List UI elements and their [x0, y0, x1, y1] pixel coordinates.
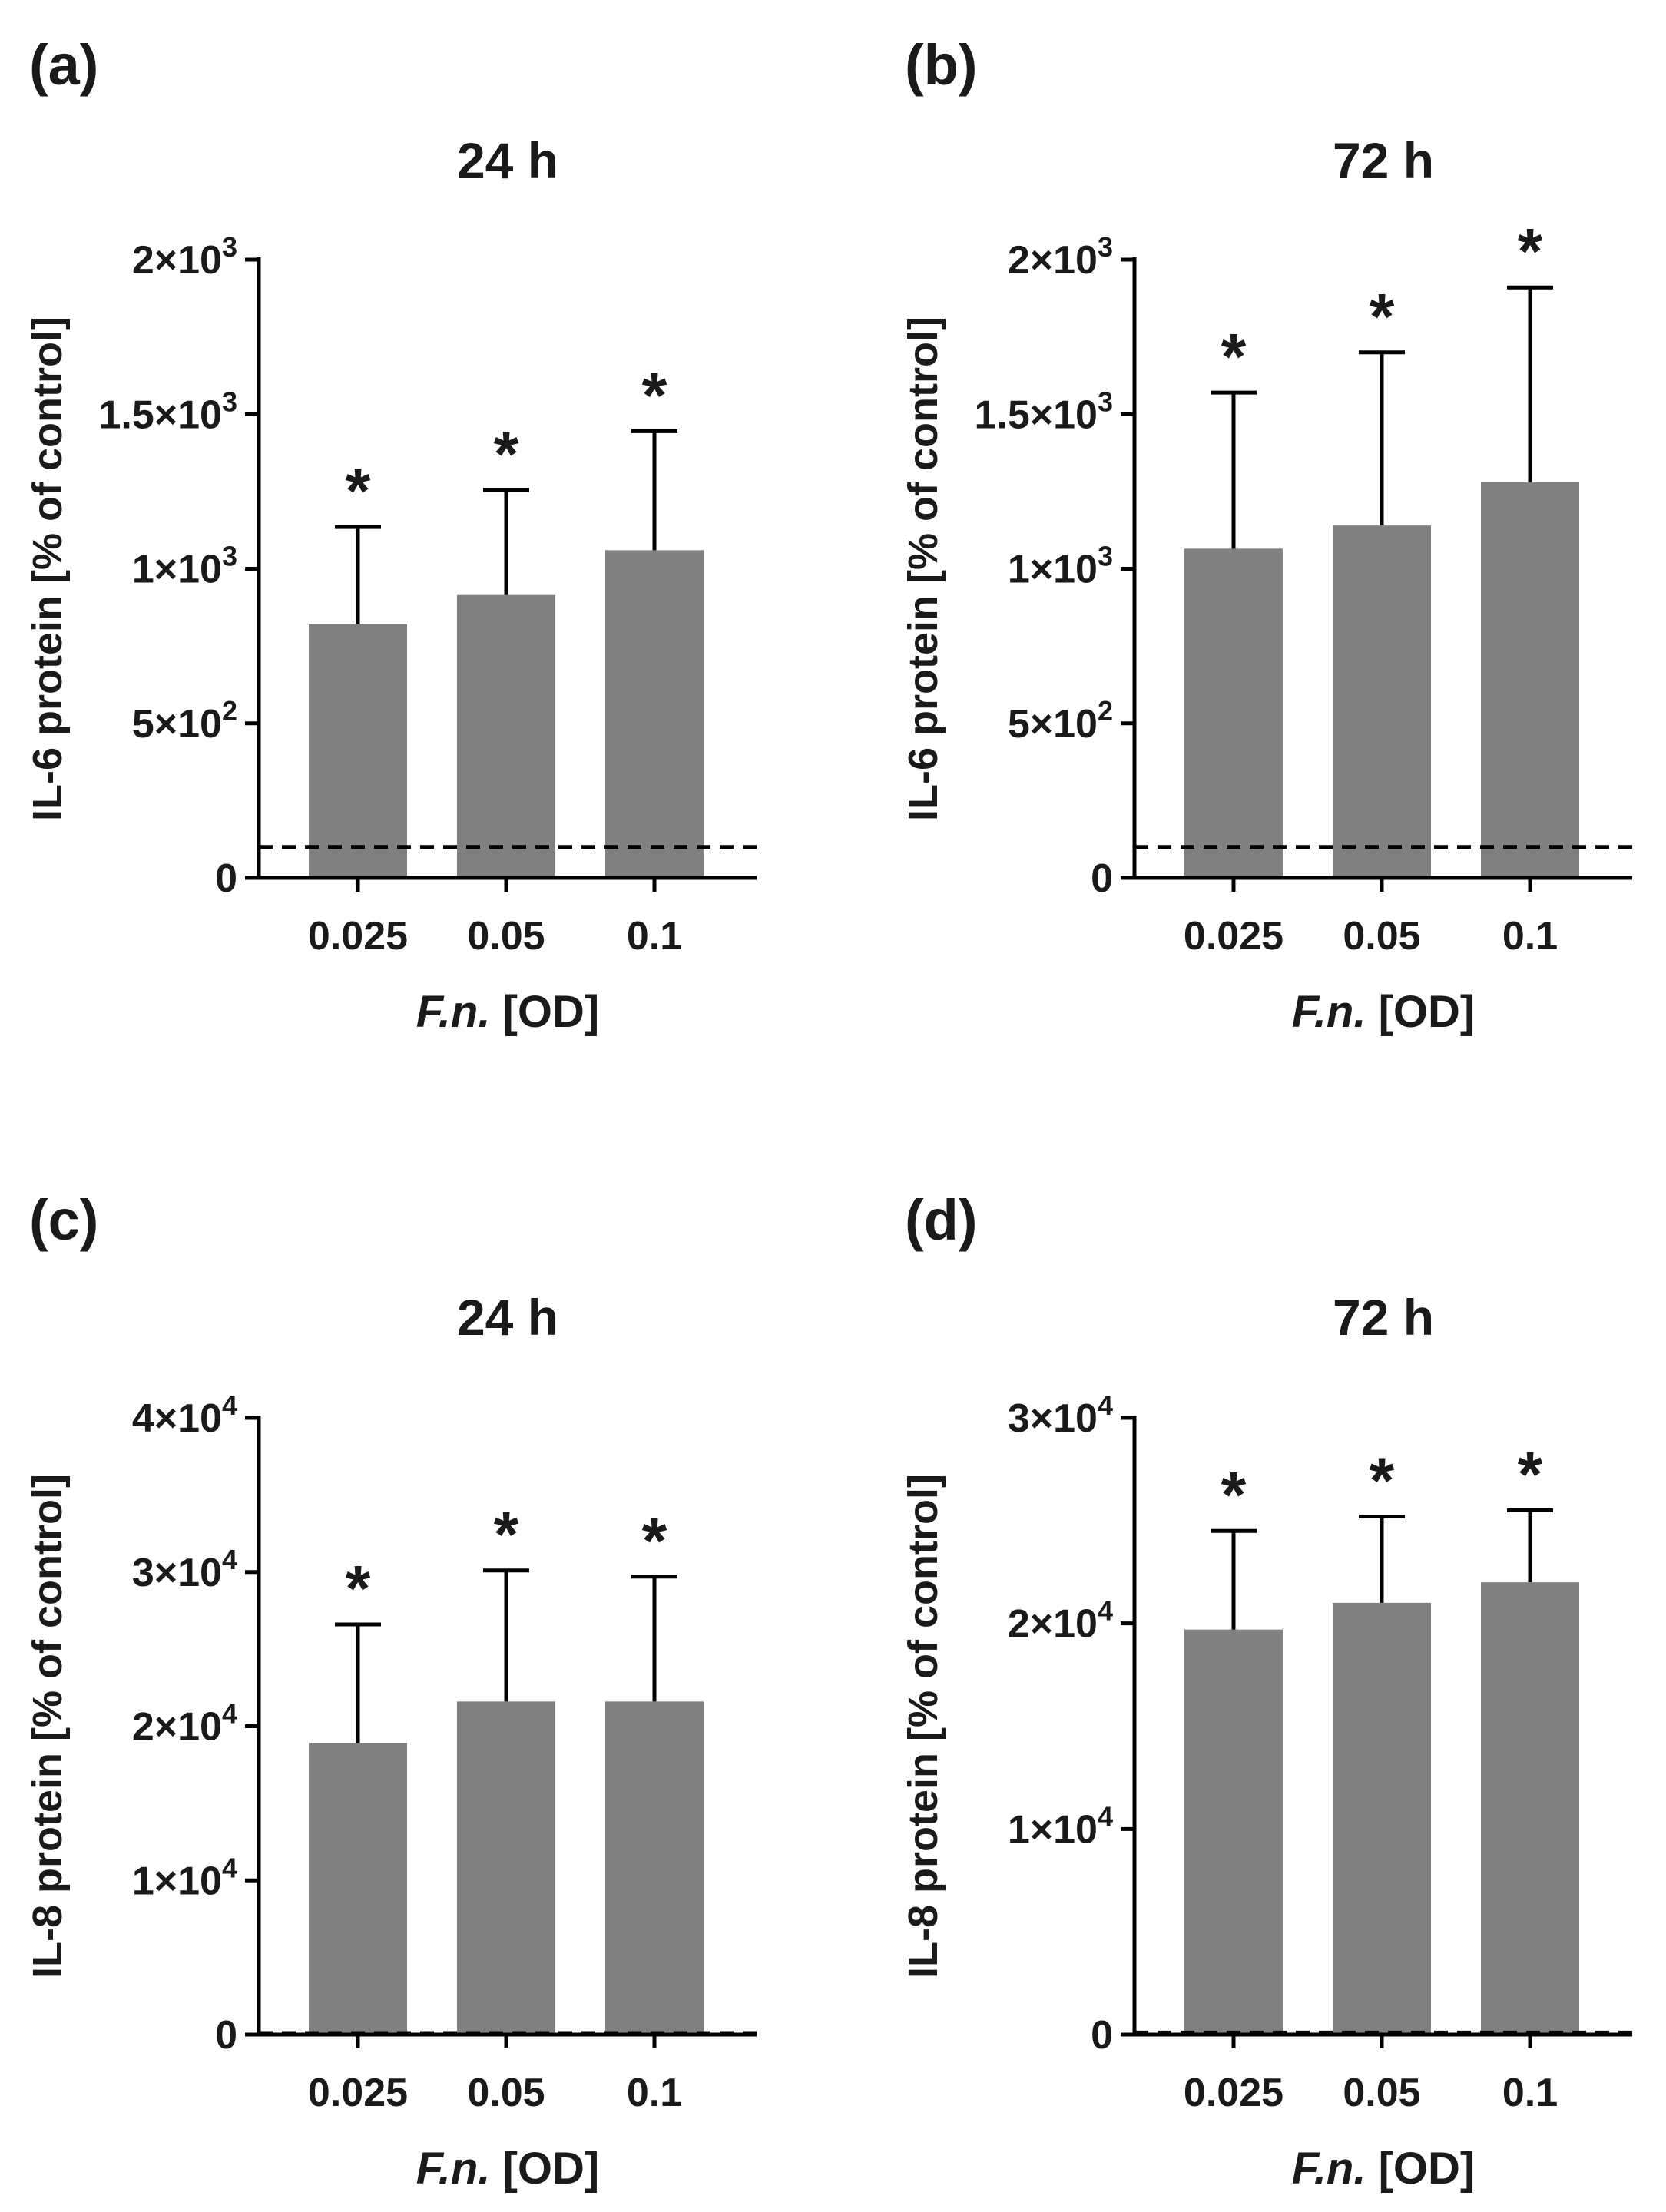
y-tick-label: 1×104 — [1008, 1800, 1113, 1852]
y-tick-label: 2×103 — [1008, 231, 1113, 283]
chart-title: 72 h — [1333, 132, 1434, 189]
y-tick-label: 0 — [1091, 856, 1113, 901]
significance-star: * — [346, 1552, 371, 1624]
bar-0.025 — [1184, 548, 1283, 878]
panel-letter: (a) — [29, 33, 98, 97]
bar-0.05 — [1333, 1602, 1431, 2035]
y-tick-label: 3×104 — [1008, 1389, 1113, 1441]
y-tick-label: 0 — [1091, 2013, 1113, 2058]
significance-star: * — [494, 418, 519, 490]
x-axis-label: F.n. [OD] — [416, 987, 599, 1037]
chart-panel-4: (d) 72 h * * * 0 1×104 2×104 3×104 0.025 0.05 0.1 F.… — [900, 1188, 1632, 2194]
significance-star: * — [642, 1505, 667, 1577]
y-tick-label: 5×102 — [132, 695, 237, 747]
x-tick-label: 0.1 — [627, 914, 682, 959]
significance-star: * — [1518, 1438, 1543, 1510]
bar-0.05 — [457, 1701, 555, 2035]
panel-letter: (d) — [905, 1188, 978, 1252]
bar-0.025 — [1184, 1629, 1283, 2035]
chart-title: 24 h — [457, 132, 558, 189]
y-axis-label: IL-6 protein [% of control] — [25, 316, 71, 821]
panel-letter: (b) — [905, 33, 978, 97]
x-axis-label: F.n. [OD] — [416, 2144, 599, 2194]
y-tick-label: 2×104 — [132, 1698, 237, 1750]
significance-star: * — [1221, 320, 1247, 392]
x-axis-label: F.n. [OD] — [1292, 987, 1475, 1037]
x-tick-label: 0.05 — [1343, 2071, 1420, 2115]
chart-panel-1: (a) 24 h * * * 0 5×102 1×103 1.5×103 2×103 0.025 0.… — [25, 33, 757, 1037]
y-tick-label: 4×104 — [132, 1389, 237, 1441]
bar-0.05 — [1333, 525, 1431, 878]
significance-star: * — [1518, 215, 1543, 287]
bar-0.025 — [309, 1743, 407, 2035]
x-tick-label: 0.1 — [627, 2071, 682, 2115]
x-tick-label: 0.1 — [1502, 914, 1558, 959]
significance-star: * — [1370, 1444, 1395, 1516]
bar-0.1 — [1481, 482, 1579, 878]
chart-title: 72 h — [1333, 1289, 1434, 1346]
y-tick-label: 5×102 — [1008, 695, 1113, 747]
y-tick-label: 1×103 — [132, 541, 237, 592]
x-tick-label: 0.1 — [1502, 2071, 1558, 2115]
panel-letter: (c) — [29, 1188, 98, 1252]
bar-0.1 — [1481, 1582, 1579, 2035]
y-axis-label: IL-8 protein [% of control] — [25, 1474, 71, 1979]
bar-0.025 — [309, 624, 407, 878]
bar-0.1 — [605, 550, 704, 878]
x-tick-label: 0.05 — [1343, 914, 1420, 959]
x-axis-label: F.n. [OD] — [1292, 2144, 1475, 2194]
significance-star: * — [346, 455, 371, 527]
y-axis-label: IL-6 protein [% of control] — [900, 316, 946, 821]
y-tick-label: 2×104 — [1008, 1595, 1113, 1647]
y-axis-label: IL-8 protein [% of control] — [900, 1474, 946, 1979]
x-tick-label: 0.05 — [467, 2071, 545, 2115]
bar-0.05 — [457, 594, 555, 878]
x-tick-label: 0.025 — [1184, 914, 1283, 959]
x-tick-label: 0.025 — [308, 2071, 408, 2115]
significance-star: * — [1221, 1459, 1247, 1531]
significance-star: * — [494, 1498, 519, 1571]
significance-star: * — [642, 359, 667, 431]
y-tick-label: 1×104 — [132, 1852, 237, 1903]
y-tick-label: 1.5×103 — [98, 386, 237, 437]
x-tick-label: 0.05 — [467, 914, 545, 959]
chart-title: 24 h — [457, 1289, 558, 1346]
y-tick-label: 3×104 — [132, 1544, 237, 1595]
y-tick-label: 0 — [215, 2013, 237, 2058]
x-tick-label: 0.025 — [308, 914, 408, 959]
y-tick-label: 2×103 — [132, 231, 237, 283]
y-tick-label: 0 — [215, 856, 237, 901]
y-tick-label: 1.5×103 — [974, 386, 1113, 437]
chart-panel-3: (c) 24 h * * * 0 1×104 2×104 3×104 4×104 0.025 0.05… — [25, 1188, 757, 2194]
chart-panel-2: (b) 72 h * * * 0 5×102 1×103 1.5×103 2×103 0.025 0.… — [900, 33, 1632, 1037]
bar-0.1 — [605, 1701, 704, 2035]
y-tick-label: 1×103 — [1008, 541, 1113, 592]
significance-star: * — [1370, 280, 1395, 353]
x-tick-label: 0.025 — [1184, 2071, 1283, 2115]
